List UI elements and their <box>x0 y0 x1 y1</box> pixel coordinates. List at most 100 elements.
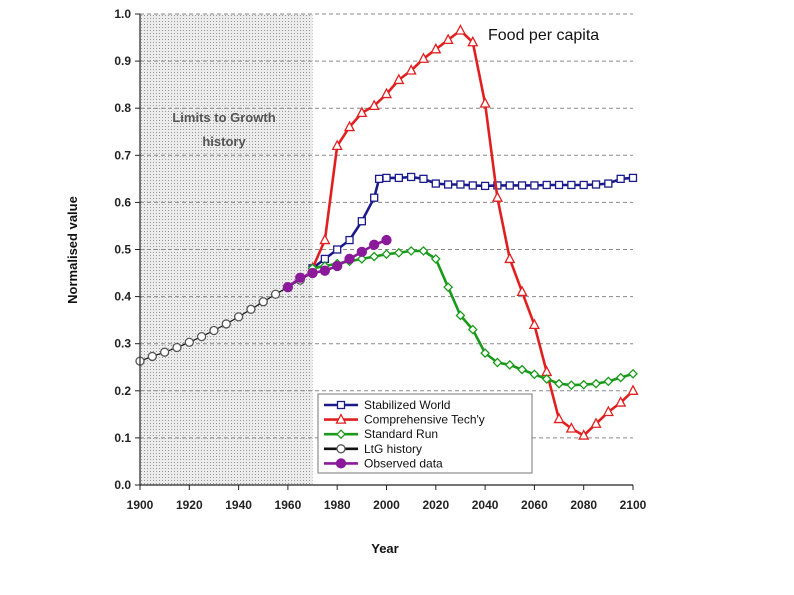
data-point <box>454 24 467 35</box>
data-point <box>246 304 256 314</box>
data-point <box>370 193 379 202</box>
legend-item: LtG history <box>324 442 422 456</box>
data-point <box>405 64 417 75</box>
data-point <box>591 378 601 389</box>
data-point <box>504 359 515 370</box>
data-point <box>627 384 639 395</box>
legend-item: Observed data <box>324 456 443 470</box>
chart-title: Food per capita <box>488 27 599 44</box>
data-point <box>184 337 194 347</box>
data-point <box>492 357 503 368</box>
data-point <box>443 282 454 293</box>
data-point <box>479 97 491 108</box>
data-point <box>467 35 479 47</box>
data-point <box>196 331 207 342</box>
data-point <box>517 181 527 190</box>
data-point <box>233 312 244 322</box>
shaded-region-label-line-2: history <box>202 134 246 149</box>
legend-label: Comprehensive Tech'y <box>364 413 485 427</box>
data-point <box>307 267 318 279</box>
x-axis-title: Year <box>371 541 398 556</box>
data-point <box>406 172 416 182</box>
data-point <box>394 173 403 183</box>
legend-item: Standard Run <box>324 427 438 441</box>
data-point <box>628 173 638 183</box>
legend-label: Standard Run <box>364 427 438 441</box>
data-point <box>480 181 490 191</box>
data-point <box>603 376 614 387</box>
data-point <box>529 369 540 380</box>
x-tick-label: 1920 <box>176 498 203 512</box>
x-tick-label: 1960 <box>275 498 302 512</box>
series-4 <box>282 234 392 293</box>
data-point <box>419 174 428 184</box>
data-point <box>604 179 613 188</box>
data-point <box>345 235 354 245</box>
data-point <box>553 412 565 424</box>
y-tick-label: 0.1 <box>114 431 131 445</box>
data-point <box>578 429 590 440</box>
data-point <box>209 325 219 336</box>
data-point <box>406 245 417 256</box>
legend-swatch-marker <box>335 413 347 424</box>
y-tick-label: 0.4 <box>114 290 131 304</box>
data-point <box>616 174 625 184</box>
data-point <box>374 174 384 184</box>
data-point <box>381 249 392 260</box>
data-point <box>393 73 405 85</box>
data-point <box>282 282 294 293</box>
data-point <box>530 181 539 190</box>
data-point <box>319 233 331 245</box>
data-point <box>628 368 638 379</box>
data-point <box>430 42 442 54</box>
y-tick-label: 0.3 <box>114 337 131 351</box>
legend-swatch-marker <box>336 444 346 454</box>
data-point <box>528 318 540 330</box>
y-tick-label: 0.5 <box>114 243 131 257</box>
data-point <box>468 181 477 190</box>
x-tick-label: 1980 <box>324 498 351 512</box>
y-axis-title: Normalised value <box>65 196 80 304</box>
data-point <box>554 378 564 389</box>
x-tick-label: 2040 <box>472 498 499 512</box>
y-tick-label: 0.8 <box>114 101 131 115</box>
data-point <box>505 181 514 190</box>
data-point <box>417 52 430 63</box>
data-point <box>356 106 368 118</box>
data-point <box>368 99 380 110</box>
data-point <box>332 260 343 272</box>
data-point <box>319 265 331 276</box>
x-tick-label: 1900 <box>127 498 154 512</box>
data-point <box>147 351 157 362</box>
data-point <box>443 180 453 189</box>
data-point <box>516 285 528 297</box>
data-point <box>357 217 367 226</box>
legend-label: Stabilized World <box>364 398 450 412</box>
y-tick-label: 0.2 <box>114 384 131 398</box>
x-tick-label: 2020 <box>422 498 449 512</box>
data-point <box>382 173 391 183</box>
data-point <box>331 139 343 151</box>
x-tick-label: 2100 <box>620 498 647 512</box>
series-line <box>311 175 634 270</box>
data-point <box>541 374 552 384</box>
data-point <box>430 254 441 264</box>
y-tick-label: 1.0 <box>114 7 131 21</box>
data-point <box>542 180 551 190</box>
shaded-region-label-line-1: Limits to Growth <box>172 110 275 125</box>
data-point <box>554 180 564 190</box>
data-point <box>369 239 380 250</box>
y-tick-label: 0.0 <box>114 478 131 492</box>
data-point <box>172 342 182 353</box>
series-0 <box>308 172 638 273</box>
data-point <box>456 180 465 189</box>
data-point <box>567 180 576 190</box>
series-1 <box>306 24 639 440</box>
data-point <box>579 180 588 190</box>
data-point <box>295 272 306 283</box>
data-point <box>517 364 527 375</box>
data-point <box>442 33 454 45</box>
legend-label: LtG history <box>364 442 422 456</box>
legend-label: Observed data <box>364 456 443 470</box>
y-tick-label: 0.9 <box>114 54 131 68</box>
